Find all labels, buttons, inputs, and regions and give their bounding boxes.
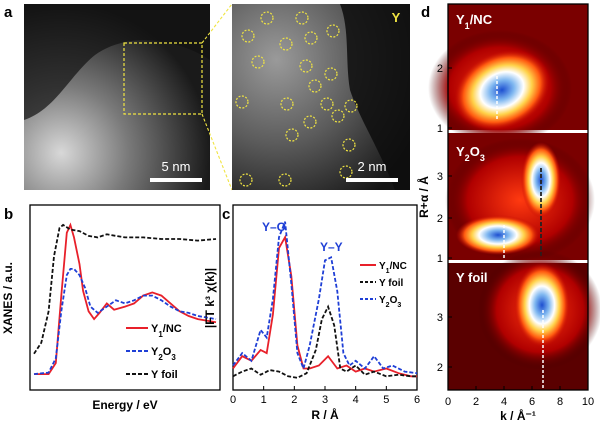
series-line-y2o3 — [33, 267, 217, 375]
atom-marker — [308, 79, 322, 93]
d-xtick-label: 0 — [445, 396, 451, 408]
wt-map-y1nc: Y1/NC — [428, 4, 588, 146]
panel-b-series — [33, 222, 217, 376]
d-xtick-label: 8 — [557, 396, 563, 408]
atom-marker — [280, 97, 294, 111]
panel-b-legend: Y1/NC Y2O3 Y foil — [126, 323, 182, 381]
scalebar-right — [346, 178, 398, 182]
atom-marker — [285, 128, 299, 142]
panel-d-xlabel: k / Å⁻¹ — [500, 408, 536, 423]
wt-title-mid: Y2O3 — [456, 144, 485, 163]
series-line-c-y-foil — [232, 304, 417, 379]
series-line-c-y2o3 — [232, 221, 418, 375]
panel-d-letter: d — [421, 4, 430, 21]
tem-vacuum-region — [24, 4, 210, 120]
series-line-c-y1-nc — [232, 234, 417, 378]
legend-c-label-y2o3: Y2O3 — [379, 295, 401, 309]
annotation-y-y: Y–Y — [320, 240, 343, 254]
d-xtick-label: 4 — [501, 396, 507, 408]
atom-marker — [342, 138, 356, 152]
d-xtick-label: 6 — [529, 396, 535, 408]
panel-d: d Y1/NC Y2O3 Y foil R+α / Å — [416, 3, 600, 423]
d-xtick-label: 10 — [582, 396, 594, 408]
panel-b-ylabel: XANES / a.u. — [1, 262, 15, 334]
d-ytick-label: 1 — [437, 123, 443, 135]
zoom-box — [123, 42, 203, 115]
panel-c-series — [232, 221, 418, 379]
wt-blob-top — [453, 49, 551, 131]
atom-marker — [303, 115, 317, 129]
atom-marker — [344, 99, 358, 113]
series-line-y1-nc — [34, 222, 217, 376]
series-line-y-foil — [33, 223, 217, 355]
d-xtick-label: 2 — [473, 396, 479, 408]
c-xtick-label: 0 — [230, 394, 236, 406]
c-xtick-label: 2 — [291, 394, 297, 406]
panel-c-legend: Y1/NC Y foil Y2O3 — [360, 261, 407, 309]
d-ytick-label: 3 — [437, 312, 443, 324]
wt-title-bot: Y foil — [456, 270, 488, 285]
panel-c-xticks: 0 1 2 3 4 5 6 — [230, 386, 420, 406]
atom-marker — [295, 11, 309, 25]
panel-a: a 5 nm Y 2 nm — [4, 3, 410, 191]
atom-marker — [241, 29, 255, 43]
wt-map-yfoil: Y foil — [448, 250, 600, 390]
legend-label-yfoil: Y foil — [151, 369, 178, 381]
panel-c: c |FT k³ χ(k)| R / Å 0 1 2 3 4 5 6 Y–O Y–Y Y1/… — [203, 204, 420, 422]
atom-marker — [235, 95, 249, 109]
d-ytick-label: 2 — [437, 63, 443, 75]
atom-marker — [251, 55, 265, 69]
zoom-line-top — [201, 3, 233, 44]
d-ytick-label: 3 — [437, 171, 443, 183]
c-xtick-label: 4 — [353, 394, 359, 406]
atom-marker — [278, 173, 292, 187]
d-ytick-label: 1 — [437, 253, 443, 265]
atom-marker — [260, 11, 274, 25]
c-xtick-label: 5 — [383, 394, 389, 406]
panel-c-ylabel: |FT k³ χ(k)| — [203, 268, 217, 328]
legend-label-y1nc: Y1/NC — [151, 323, 182, 339]
atom-marker — [279, 37, 293, 51]
panel-b-xlabel: Energy / eV — [92, 398, 157, 412]
c-xtick-label: 3 — [322, 394, 328, 406]
atom-markers — [235, 11, 358, 187]
scalebar-right-label: 2 nm — [358, 159, 387, 174]
legend-c-label-yfoil: Y foil — [379, 278, 403, 289]
wt-map-y2o3: Y2O3 — [445, 133, 595, 262]
panel-a-letter: a — [4, 4, 13, 21]
wt-blob-bot — [514, 263, 570, 347]
atom-marker — [299, 59, 313, 73]
d-ytick-label: 2 — [437, 362, 443, 374]
scalebar-left — [150, 178, 202, 182]
zoom-line-bottom — [201, 113, 233, 191]
wt-blob-mid-low — [456, 215, 540, 255]
atom-marker — [331, 109, 345, 123]
d-ytick-label: 2 — [437, 213, 443, 225]
panel-c-letter: c — [222, 206, 230, 223]
legend-label-y2o3: Y2O3 — [151, 346, 176, 362]
c-xtick-label: 6 — [414, 394, 420, 406]
atom-marker — [324, 67, 338, 81]
panel-b-frame — [29, 204, 221, 391]
atom-marker — [239, 173, 253, 187]
c-xtick-label: 1 — [261, 394, 267, 406]
panel-d-ylabel: R+α / Å — [416, 176, 431, 218]
scalebar-left-label: 5 nm — [162, 159, 191, 174]
panel-b-letter: b — [4, 206, 13, 223]
panel-b: b XANES / a.u. Energy / eV Y1/NC Y2O3 Y … — [1, 204, 221, 412]
atom-marker — [339, 165, 353, 179]
element-tag: Y — [392, 10, 401, 25]
tem-right-vacuum — [340, 4, 410, 190]
panel-c-xlabel: R / Å — [311, 407, 339, 422]
annotation-y-o: Y–O — [262, 220, 286, 234]
legend-c-label-y1nc: Y1/NC — [379, 261, 407, 275]
atom-marker — [304, 31, 318, 45]
atom-marker — [320, 97, 334, 111]
atom-marker — [326, 24, 340, 38]
panel-d-frame — [447, 3, 589, 391]
